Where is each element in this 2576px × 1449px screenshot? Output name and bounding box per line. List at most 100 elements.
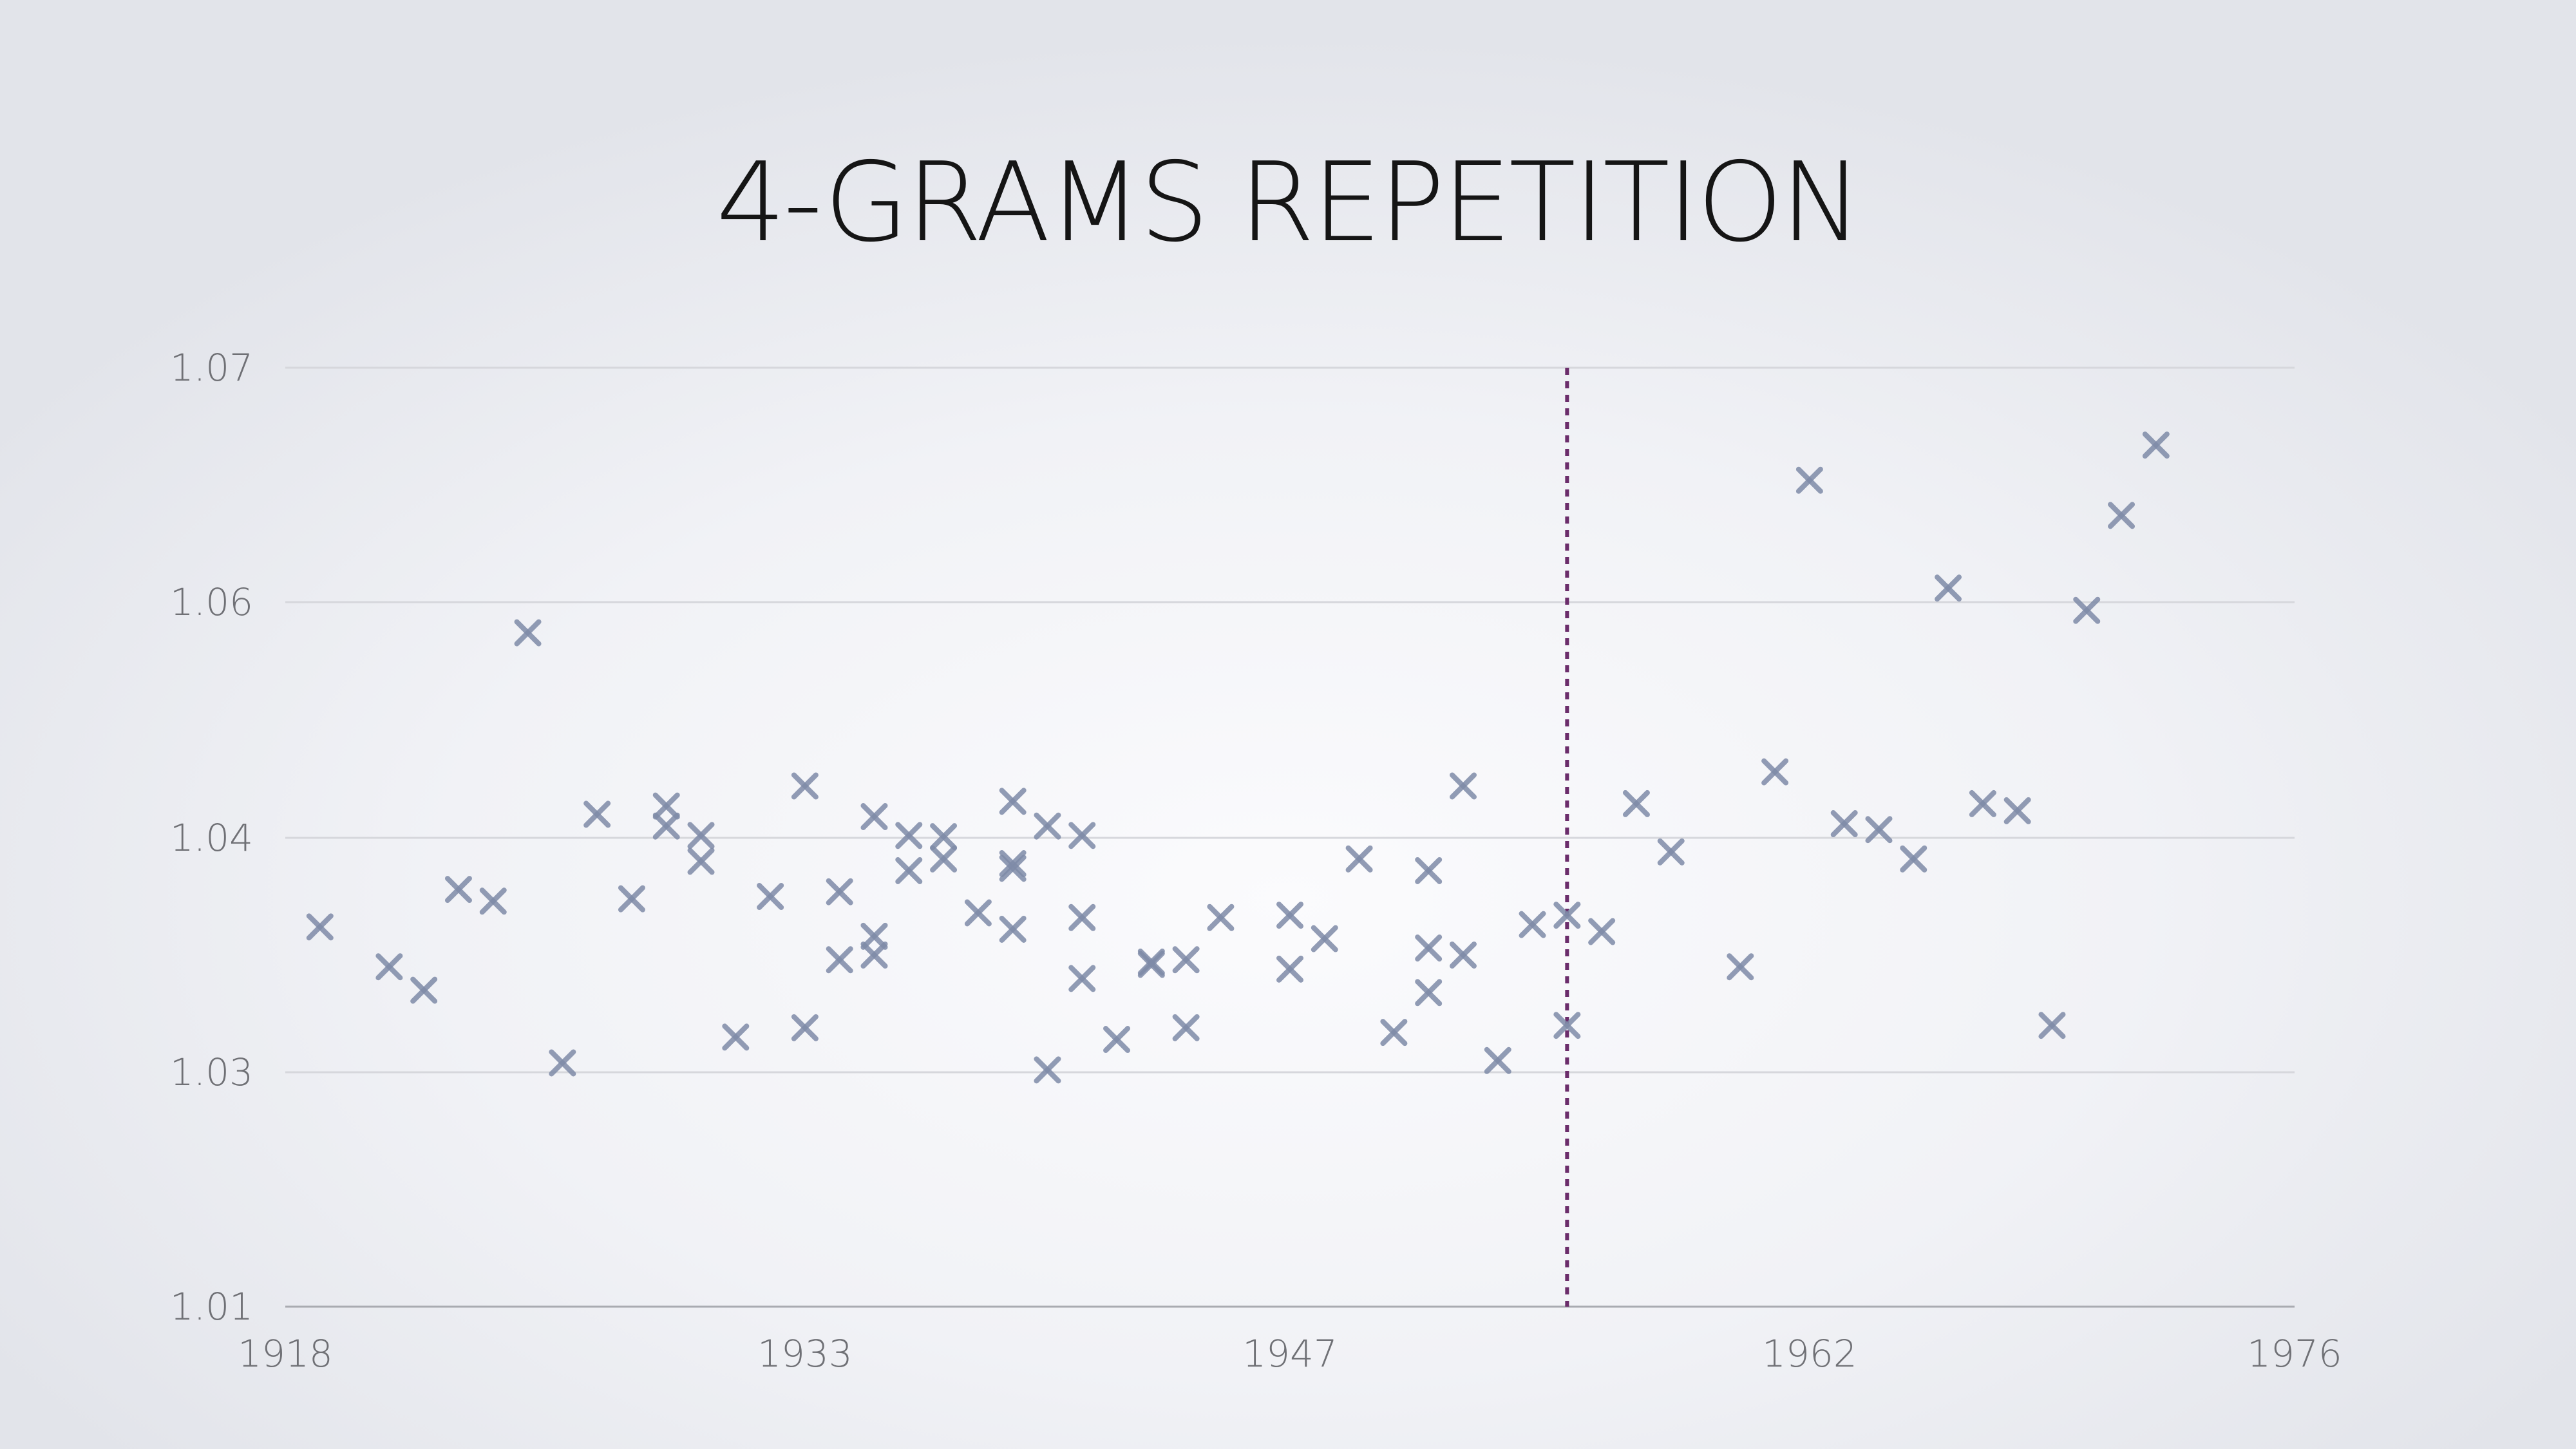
data-point-stroke — [1137, 951, 1165, 978]
y-tick-label: 1.06 — [170, 580, 253, 624]
data-point-stroke — [1380, 1019, 1408, 1046]
y-tick-label: 1.07 — [170, 346, 253, 390]
data-point — [860, 922, 888, 950]
data-point — [1449, 772, 1477, 800]
data-point — [583, 800, 611, 828]
data-point — [687, 822, 715, 849]
data-point — [1795, 466, 1823, 494]
data-point — [1207, 904, 1235, 931]
data-point-stroke — [1830, 810, 1858, 838]
data-point-stroke — [1068, 904, 1096, 931]
data-point — [1935, 574, 1962, 602]
data-point-stroke — [2108, 502, 2136, 529]
data-point-stroke — [1172, 1014, 1200, 1041]
data-point — [826, 878, 853, 905]
data-point-stroke — [652, 792, 680, 820]
data-point — [444, 876, 472, 904]
data-point — [1068, 822, 1096, 849]
data-point — [1172, 946, 1200, 974]
data-point — [1034, 812, 1061, 840]
data-point-stroke — [930, 845, 958, 873]
x-tick-label: 1947 — [1242, 1332, 1338, 1376]
data-point-stroke — [860, 803, 888, 831]
data-point-stroke — [1588, 918, 1616, 945]
data-point — [1415, 857, 1443, 884]
data-point — [791, 1014, 819, 1041]
data-point — [549, 1049, 576, 1077]
data-point-stroke — [1484, 1046, 1511, 1074]
data-point — [2108, 502, 2136, 529]
data-point-stroke — [1068, 965, 1096, 992]
x-tick-label: 1962 — [1762, 1332, 1857, 1376]
data-point-stroke — [1657, 838, 1685, 866]
data-point — [999, 915, 1027, 943]
data-point-stroke — [549, 1049, 576, 1077]
data-point — [1588, 918, 1616, 945]
data-point — [1553, 1012, 1581, 1039]
data-point-stroke — [2003, 797, 2031, 824]
data-point-stroke — [514, 619, 542, 647]
data-point-stroke — [652, 812, 680, 840]
data-point — [1553, 902, 1581, 929]
y-tick-label: 1.01 — [170, 1285, 253, 1329]
data-point — [1276, 955, 1303, 983]
data-point-stroke — [722, 1023, 750, 1051]
data-point-stroke — [618, 885, 645, 913]
grid-lines — [285, 366, 2295, 1074]
data-point — [479, 887, 507, 915]
data-point-stroke — [1935, 574, 1962, 602]
data-point-stroke — [999, 855, 1027, 882]
data-point-stroke — [1415, 979, 1443, 1007]
data-point-stroke — [444, 876, 472, 904]
data-point-stroke — [999, 788, 1027, 815]
data-point — [1657, 838, 1685, 866]
data-point-stroke — [687, 848, 715, 875]
data-point — [652, 812, 680, 840]
data-point — [895, 822, 923, 849]
data-point — [791, 772, 819, 800]
x-tick-label: 1933 — [757, 1332, 853, 1376]
data-point — [2142, 431, 2170, 459]
data-point — [2073, 596, 2101, 624]
data-point-stroke — [1969, 790, 1996, 817]
data-point — [1103, 1026, 1131, 1054]
data-point-stroke — [1276, 955, 1303, 983]
data-point — [2038, 1012, 2066, 1039]
data-point-stroke — [1727, 953, 1754, 981]
data-point-stroke — [1034, 1056, 1061, 1084]
data-point-stroke — [999, 850, 1027, 878]
data-point — [999, 788, 1027, 815]
data-point — [1311, 925, 1338, 952]
data-point-stroke — [895, 822, 923, 849]
data-point-stroke — [999, 915, 1027, 943]
data-point — [757, 883, 784, 910]
data-point — [652, 792, 680, 820]
data-point-stroke — [791, 1014, 819, 1041]
data-point-stroke — [410, 976, 438, 1004]
data-point — [1172, 1014, 1200, 1041]
data-point — [826, 946, 853, 974]
data-point — [618, 885, 645, 913]
data-point-stroke — [687, 822, 715, 849]
data-point-stroke — [1068, 822, 1096, 849]
data-point — [964, 899, 992, 927]
data-point-stroke — [1415, 934, 1443, 962]
data-point — [860, 803, 888, 831]
data-point — [930, 823, 958, 851]
data-point-stroke — [375, 953, 403, 981]
data-point-stroke — [1449, 772, 1477, 800]
data-point — [375, 953, 403, 981]
data-point-stroke — [895, 857, 923, 884]
data-point — [410, 976, 438, 1004]
data-point-stroke — [1172, 946, 1200, 974]
data-point — [930, 845, 958, 873]
data-point-stroke — [1553, 902, 1581, 929]
data-point-stroke — [2142, 431, 2170, 459]
data-point — [999, 855, 1027, 882]
data-point-stroke — [930, 823, 958, 851]
data-point-stroke — [860, 942, 888, 969]
data-point-stroke — [2038, 1012, 2066, 1039]
data-point-stroke — [1865, 816, 1893, 844]
data-point — [1034, 1056, 1061, 1084]
